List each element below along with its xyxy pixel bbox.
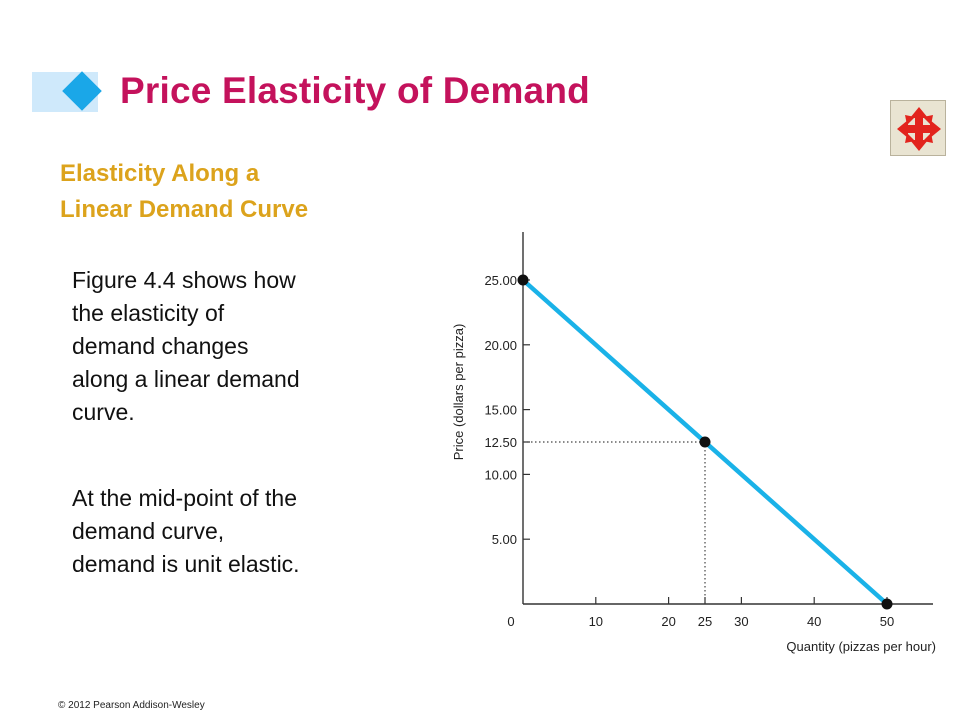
x-tick-label: 10 xyxy=(589,614,603,629)
four-way-arrows-icon xyxy=(897,107,941,151)
y-tick-label: 20.00 xyxy=(484,338,517,353)
paragraph-line: along a linear demand xyxy=(72,366,300,392)
paragraph-line: demand changes xyxy=(72,333,249,359)
demand-curve-point xyxy=(517,274,529,286)
x-tick-label: 50 xyxy=(880,614,894,629)
subheading-line: Linear Demand Curve xyxy=(60,196,309,223)
paragraph-line: demand curve, xyxy=(72,518,225,544)
copyright-notice: © 2012 Pearson Addison-Wesley xyxy=(58,700,205,711)
y-tick-label: 15.00 xyxy=(484,403,517,418)
demand-curve-point xyxy=(699,436,711,448)
demand-curve-point xyxy=(881,598,893,610)
paragraph-line: the elasticity of xyxy=(72,300,225,326)
navigation-button[interactable] xyxy=(890,100,946,156)
paragraph-line: Figure 4.4 shows how xyxy=(72,267,296,293)
paragraph-line: At the mid-point of the xyxy=(72,485,298,511)
x-tick-label: 30 xyxy=(734,614,748,629)
paragraph-line: curve. xyxy=(72,399,135,425)
body-paragraph-figure: Figure 4.4 shows how the elasticity of d… xyxy=(72,264,300,429)
x-axis-label: Quantity (pizzas per hour) xyxy=(786,639,936,654)
subheading: Elasticity Along a Linear Demand Curve xyxy=(60,156,308,228)
x-tick-label: 20 xyxy=(661,614,675,629)
paragraph-line: demand is unit elastic. xyxy=(72,551,300,577)
x-tick-label: 40 xyxy=(807,614,821,629)
y-tick-label: 5.00 xyxy=(492,532,517,547)
demand-curve-chart: 5.00 10.00 12.50 15.00 20.00 25.00 0 10 20 25 30 40… xyxy=(451,232,936,654)
subheading-line: Elasticity Along a xyxy=(60,160,260,187)
x-tick-label: 25 xyxy=(698,614,712,629)
y-axis-label: Price (dollars per pizza) xyxy=(451,324,466,461)
y-tick-label: 12.50 xyxy=(484,435,517,450)
slide-title: Price Elasticity of Demand xyxy=(120,70,590,111)
y-tick-label: 25.00 xyxy=(484,273,517,288)
y-tick-label: 10.00 xyxy=(484,467,517,482)
body-paragraph-midpoint: At the mid-point of the demand curve, de… xyxy=(72,482,300,581)
x-tick-label: 0 xyxy=(507,614,514,629)
